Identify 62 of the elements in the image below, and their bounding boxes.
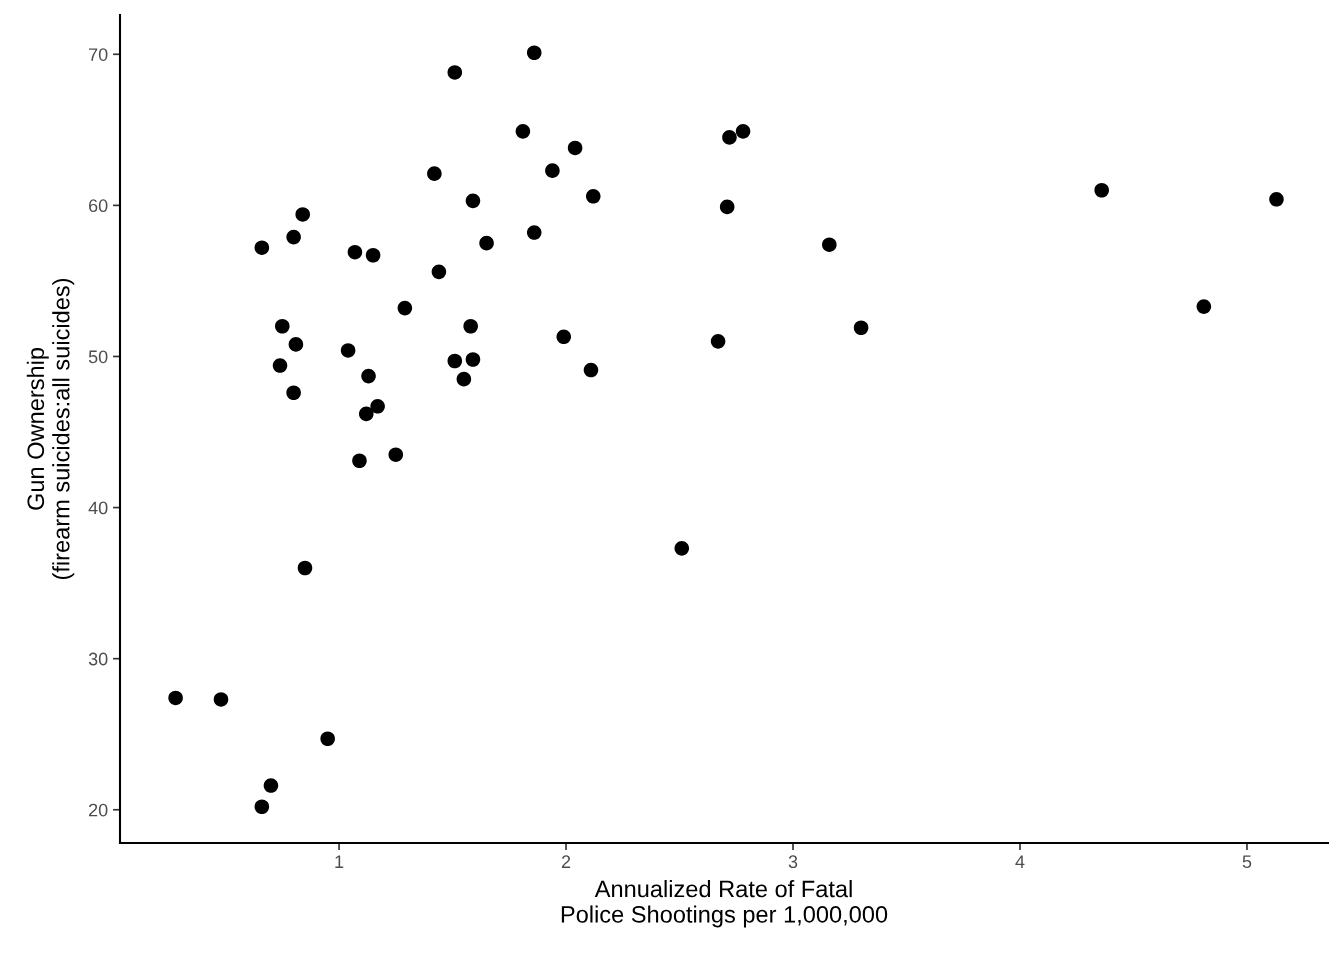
point xyxy=(853,320,869,336)
point xyxy=(556,329,572,345)
point xyxy=(526,45,542,61)
y-tick-label: 30 xyxy=(88,652,108,666)
x-axis-title: Annualized Rate of Fatal Police Shootings per 1,000,000 xyxy=(561,879,888,928)
point xyxy=(479,235,494,251)
point xyxy=(254,799,270,815)
point xyxy=(431,264,447,280)
point xyxy=(735,124,751,139)
point xyxy=(340,343,356,358)
point xyxy=(358,406,374,422)
y-tick-label: 40 xyxy=(88,501,108,515)
point xyxy=(347,244,363,260)
y-axis-title: Gun Ownership (firearm suicides:all suicides) xyxy=(26,278,75,580)
point xyxy=(1196,299,1212,314)
point xyxy=(545,163,560,178)
point xyxy=(272,358,288,373)
y-tick-label: 70 xyxy=(89,48,108,61)
point xyxy=(719,199,735,215)
point xyxy=(388,447,404,462)
x-tick-label: 4 xyxy=(1015,855,1025,868)
point xyxy=(275,318,290,334)
point xyxy=(397,300,413,316)
point xyxy=(465,193,481,209)
point xyxy=(1094,182,1109,198)
point xyxy=(361,368,376,384)
point xyxy=(456,371,472,387)
point xyxy=(297,560,313,576)
y-tick-label: 50 xyxy=(88,350,108,364)
point xyxy=(365,247,381,263)
x-tick-label: 2 xyxy=(561,855,571,868)
y-tick-label: 20 xyxy=(89,803,108,817)
point xyxy=(585,189,601,204)
point xyxy=(710,334,726,349)
point xyxy=(822,237,837,252)
point xyxy=(447,65,463,80)
point xyxy=(295,207,310,222)
point xyxy=(168,690,183,706)
point xyxy=(320,731,335,747)
point xyxy=(515,124,531,139)
point xyxy=(370,399,385,414)
x-tick-label: 5 xyxy=(1242,855,1252,869)
point xyxy=(427,166,442,181)
x-tick-label: 3 xyxy=(788,855,798,869)
point xyxy=(674,541,690,556)
point xyxy=(526,225,542,240)
point xyxy=(213,692,229,707)
point xyxy=(463,318,478,334)
point xyxy=(352,453,367,469)
point xyxy=(1269,192,1284,207)
point xyxy=(465,352,481,367)
point xyxy=(263,778,279,793)
point xyxy=(288,337,304,352)
point xyxy=(583,362,599,378)
point xyxy=(286,385,301,401)
y-tick-label: 60 xyxy=(89,199,108,213)
x-tick-label: 1 xyxy=(335,855,344,868)
point xyxy=(447,353,463,369)
point xyxy=(722,130,737,145)
point xyxy=(567,140,583,156)
point xyxy=(254,240,270,255)
point xyxy=(286,229,301,245)
